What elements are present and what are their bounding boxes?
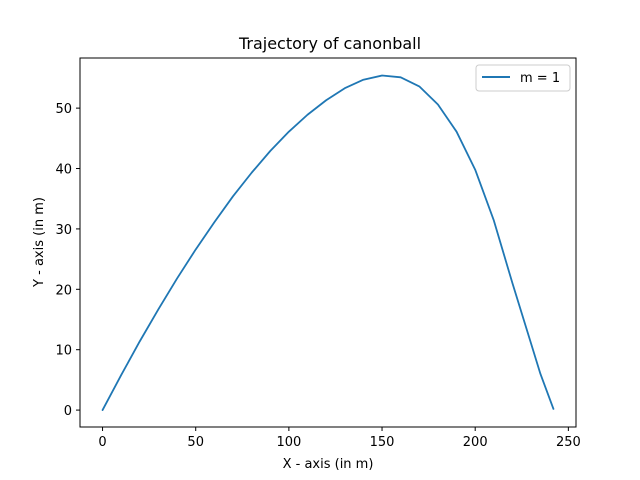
- y-tick-label: 20: [55, 283, 72, 298]
- series-lines: [101, 74, 555, 411]
- legend-label: m = 1: [520, 71, 560, 86]
- y-tick-label: 0: [64, 404, 72, 419]
- y-axis: 0 10 20 30 40 50: [55, 102, 80, 419]
- plot-area: 0 50 100 150 200 250 0 10 20 30 40 50: [55, 57, 581, 450]
- chart-title: Trajectory of canonball: [238, 34, 421, 53]
- x-tick-label: 150: [370, 435, 395, 450]
- y-tick-label: 50: [55, 102, 72, 117]
- x-axis: 0 50 100 150 200 250: [98, 427, 581, 450]
- x-axis-label: X - axis (in m): [283, 457, 374, 472]
- axes-frame: [79, 57, 577, 428]
- x-tick-label: 0: [98, 435, 106, 450]
- x-tick-label: 100: [276, 435, 301, 450]
- x-tick-label: 50: [187, 435, 204, 450]
- legend-box: [475, 64, 571, 92]
- x-tick-label: 250: [556, 435, 581, 450]
- x-tick-label: 200: [463, 435, 488, 450]
- legend: m = 1: [475, 64, 571, 92]
- y-tick-label: 40: [55, 163, 72, 178]
- series-line: [101, 74, 555, 411]
- y-axis-label: Y - axis (in m): [32, 197, 47, 288]
- y-tick-label: 10: [55, 344, 72, 359]
- y-tick-label: 30: [55, 223, 72, 238]
